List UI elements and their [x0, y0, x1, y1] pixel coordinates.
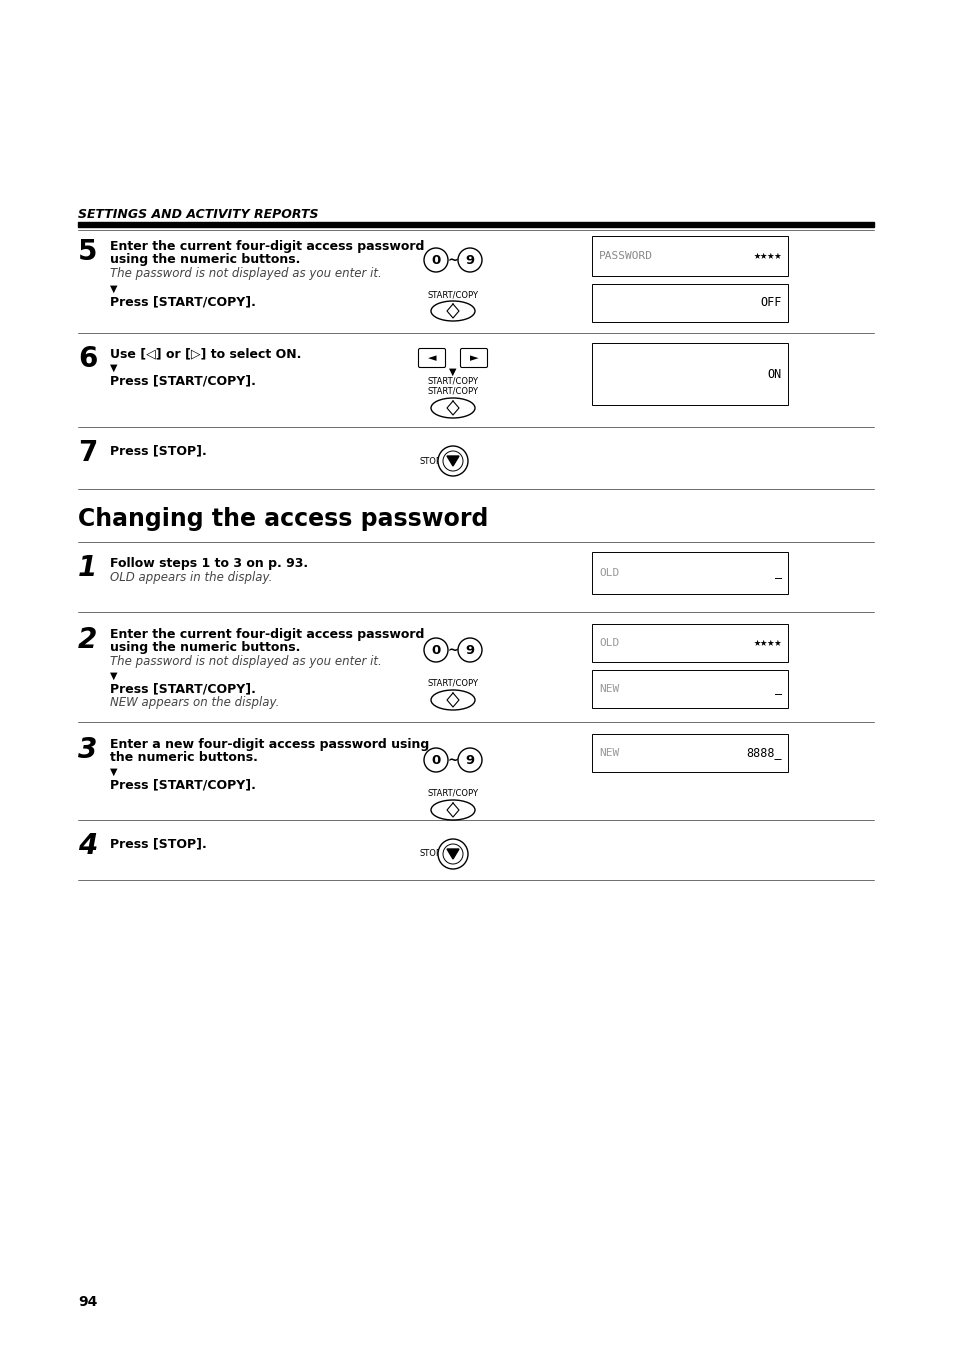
Text: Press [START/COPY].: Press [START/COPY].	[110, 778, 255, 790]
Text: 0: 0	[431, 754, 440, 766]
Text: 94: 94	[78, 1296, 97, 1309]
Text: START/COPY: START/COPY	[427, 386, 478, 396]
Text: Enter the current four-digit access password: Enter the current four-digit access pass…	[110, 240, 424, 253]
Text: OLD: OLD	[598, 567, 618, 578]
Circle shape	[423, 748, 448, 771]
Text: ▼: ▼	[110, 363, 117, 373]
Text: 9: 9	[465, 643, 474, 657]
Bar	[592, 624, 787, 662]
Text: 3: 3	[78, 736, 97, 765]
Text: NEW: NEW	[598, 684, 618, 694]
Text: Follow steps 1 to 3 on p. 93.: Follow steps 1 to 3 on p. 93.	[110, 557, 308, 570]
Polygon shape	[447, 848, 458, 859]
Text: NEW: NEW	[598, 748, 618, 758]
Bar	[592, 236, 787, 276]
Text: _: _	[774, 566, 781, 580]
Text: Press [START/COPY].: Press [START/COPY].	[110, 295, 255, 308]
Text: START/COPY: START/COPY	[427, 377, 478, 386]
Text: ~: ~	[447, 254, 458, 266]
Text: the numeric buttons.: the numeric buttons.	[110, 751, 257, 765]
Text: The password is not displayed as you enter it.: The password is not displayed as you ent…	[110, 655, 381, 667]
Text: 5: 5	[78, 238, 97, 266]
Bar	[592, 343, 787, 405]
Text: OLD appears in the display.: OLD appears in the display.	[110, 571, 273, 584]
Text: STOP: STOP	[419, 850, 441, 858]
Text: OFF: OFF	[760, 296, 781, 309]
Text: 0: 0	[431, 254, 440, 266]
Text: _: _	[774, 682, 781, 696]
Circle shape	[457, 249, 481, 272]
Text: ~: ~	[447, 754, 458, 766]
Bar	[592, 284, 787, 322]
Text: ◄: ◄	[427, 353, 436, 363]
Text: NEW appears on the display.: NEW appears on the display.	[110, 696, 279, 709]
Ellipse shape	[431, 800, 475, 820]
Text: ★★★★: ★★★★	[753, 636, 781, 650]
Text: The password is not displayed as you enter it.: The password is not displayed as you ent…	[110, 267, 381, 280]
Ellipse shape	[431, 301, 475, 322]
Ellipse shape	[431, 399, 475, 417]
Text: 1: 1	[78, 554, 97, 582]
Text: PASSWORD: PASSWORD	[598, 251, 652, 261]
Circle shape	[457, 638, 481, 662]
Text: Press [STOP].: Press [STOP].	[110, 838, 207, 850]
Text: Enter the current four-digit access password: Enter the current four-digit access pass…	[110, 628, 424, 640]
Text: Use [◁] or [▷] to select ON.: Use [◁] or [▷] to select ON.	[110, 347, 301, 359]
Text: STOP: STOP	[419, 457, 441, 466]
Text: OLD: OLD	[598, 638, 618, 648]
Text: ▼: ▼	[110, 671, 117, 681]
Text: 4: 4	[78, 832, 97, 861]
Circle shape	[442, 451, 462, 471]
Text: ON: ON	[767, 367, 781, 381]
Text: 7: 7	[78, 439, 97, 467]
Circle shape	[457, 748, 481, 771]
Circle shape	[442, 844, 462, 865]
Text: 9: 9	[465, 754, 474, 766]
Text: Press [START/COPY].: Press [START/COPY].	[110, 682, 255, 694]
Text: START/COPY: START/COPY	[427, 680, 478, 688]
Circle shape	[437, 446, 468, 476]
Text: START/COPY: START/COPY	[427, 789, 478, 798]
FancyBboxPatch shape	[418, 349, 445, 367]
Text: using the numeric buttons.: using the numeric buttons.	[110, 253, 300, 266]
Circle shape	[437, 839, 468, 869]
Text: 9: 9	[465, 254, 474, 266]
Text: ▼: ▼	[110, 767, 117, 777]
Text: Press [STOP].: Press [STOP].	[110, 444, 207, 457]
Text: ▼: ▼	[449, 367, 456, 377]
Text: Enter a new four-digit access password using: Enter a new four-digit access password u…	[110, 738, 429, 751]
Polygon shape	[447, 457, 458, 466]
Text: SETTINGS AND ACTIVITY REPORTS: SETTINGS AND ACTIVITY REPORTS	[78, 208, 318, 222]
Text: Press [START/COPY].: Press [START/COPY].	[110, 374, 255, 386]
Bar	[592, 734, 787, 771]
Text: ►: ►	[469, 353, 477, 363]
Bar	[592, 670, 787, 708]
Text: 6: 6	[78, 345, 97, 373]
Bar	[78, 222, 873, 227]
Text: ▼: ▼	[110, 284, 117, 295]
Text: 8888_: 8888_	[745, 747, 781, 759]
Text: 2: 2	[78, 626, 97, 654]
Text: using the numeric buttons.: using the numeric buttons.	[110, 640, 300, 654]
Circle shape	[423, 249, 448, 272]
Text: ★★★★: ★★★★	[753, 250, 781, 262]
Text: 0: 0	[431, 643, 440, 657]
Text: START/COPY: START/COPY	[427, 290, 478, 299]
FancyBboxPatch shape	[460, 349, 487, 367]
Bar	[592, 553, 787, 594]
Circle shape	[423, 638, 448, 662]
Text: ~: ~	[447, 643, 458, 657]
Text: Changing the access password: Changing the access password	[78, 507, 488, 531]
Ellipse shape	[431, 690, 475, 711]
